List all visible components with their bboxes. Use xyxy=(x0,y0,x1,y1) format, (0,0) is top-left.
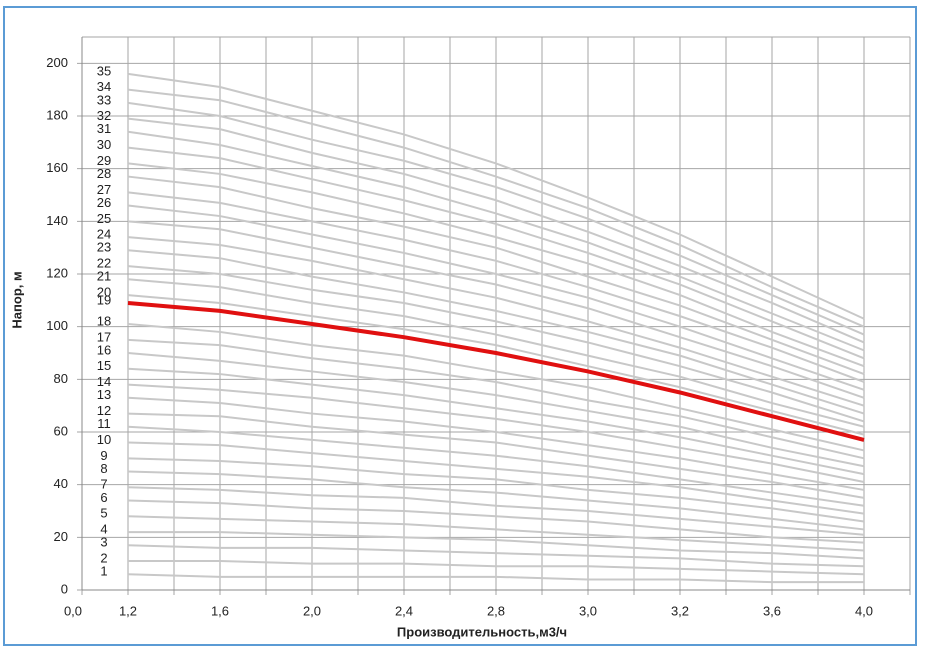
curve xyxy=(127,220,865,399)
curve-label: 23 xyxy=(97,240,111,255)
x-tick-label: 4,0 xyxy=(855,603,873,618)
curve-label: 2 xyxy=(100,550,107,565)
curve-label: 17 xyxy=(97,329,111,344)
curve xyxy=(127,367,865,476)
y-tick-label: 180 xyxy=(46,107,68,122)
curve-label: 15 xyxy=(97,358,111,373)
y-tick-label: 80 xyxy=(54,371,68,386)
curve xyxy=(127,352,865,468)
curve xyxy=(127,441,865,515)
y-tick-label: 200 xyxy=(46,55,68,70)
curve-label: 6 xyxy=(100,490,107,505)
y-tick-label: 140 xyxy=(46,213,68,228)
curve-label: 21 xyxy=(97,269,111,284)
curve xyxy=(127,204,865,391)
curve xyxy=(127,162,865,368)
curve-label: 4 xyxy=(100,522,107,537)
x-tick-label: 0,0 xyxy=(64,603,82,618)
x-axis-label: Производительность,м3/ч xyxy=(397,624,567,639)
curve-label: 14 xyxy=(97,374,111,389)
curve-label: 5 xyxy=(100,506,107,521)
curve-label: 30 xyxy=(97,137,111,152)
curve xyxy=(127,278,865,428)
curve-label: 32 xyxy=(97,108,111,123)
curve xyxy=(127,573,864,584)
curve xyxy=(127,425,865,507)
curve-label: 29 xyxy=(97,153,111,168)
curve xyxy=(127,117,865,344)
curve xyxy=(127,323,865,452)
curve-label: 9 xyxy=(100,448,107,463)
curve xyxy=(127,130,865,352)
curve xyxy=(127,236,865,407)
curve-label: 18 xyxy=(97,313,111,328)
curve xyxy=(128,560,865,576)
curve-label: 34 xyxy=(97,79,111,94)
curve xyxy=(127,191,865,383)
curve xyxy=(127,249,865,415)
curve xyxy=(127,457,865,523)
y-tick-label: 60 xyxy=(54,423,68,438)
y-axis-label: Напор, м xyxy=(9,271,24,328)
curve xyxy=(127,544,865,568)
frame xyxy=(3,6,917,646)
curve xyxy=(127,88,865,328)
curve-label: 16 xyxy=(97,342,111,357)
curve-label: 27 xyxy=(97,182,111,197)
curve xyxy=(127,338,865,460)
curve-label: 24 xyxy=(97,227,111,242)
curve-label: 7 xyxy=(100,477,107,492)
curve xyxy=(127,383,865,484)
curve-label: 25 xyxy=(97,211,111,226)
curve-label: 33 xyxy=(97,92,111,107)
curve-label: 8 xyxy=(100,461,107,476)
y-tick-label: 20 xyxy=(54,529,68,544)
y-tick-label: 160 xyxy=(46,160,68,175)
curve-label: 19 xyxy=(97,292,111,307)
y-tick-label: 40 xyxy=(54,476,68,491)
curve xyxy=(127,265,865,423)
curve xyxy=(127,72,865,320)
curve xyxy=(128,531,865,560)
curve-label: 20 xyxy=(97,285,111,300)
x-tick-label: 2,0 xyxy=(303,603,321,618)
curve-label: 28 xyxy=(97,166,111,181)
curve-label: 1 xyxy=(100,564,107,579)
curve-label: 22 xyxy=(97,256,111,271)
curve xyxy=(127,300,865,442)
curve xyxy=(127,412,865,499)
curve-label: 12 xyxy=(97,403,111,418)
x-tick-label: 1,2 xyxy=(119,603,137,618)
curve xyxy=(127,396,865,491)
x-tick-label: 2,4 xyxy=(395,603,413,618)
curve-label: 31 xyxy=(97,121,111,136)
curve xyxy=(127,146,865,360)
x-tick-label: 3,0 xyxy=(579,603,597,618)
curve-label: 13 xyxy=(97,387,111,402)
curve xyxy=(127,470,865,531)
y-tick-label: 120 xyxy=(46,265,68,280)
curve-label: 26 xyxy=(97,195,111,210)
y-tick-label: 0 xyxy=(61,581,68,596)
curve xyxy=(127,499,865,544)
x-tick-label: 3,6 xyxy=(763,603,781,618)
curve xyxy=(127,101,865,336)
curve xyxy=(127,515,865,552)
curve-label: 3 xyxy=(100,535,107,550)
x-tick-label: 1,6 xyxy=(211,603,229,618)
y-tick-label: 100 xyxy=(46,318,68,333)
curve-label: 10 xyxy=(97,432,111,447)
x-tick-label: 3,2 xyxy=(671,603,689,618)
curve xyxy=(127,175,865,376)
curve-label: 11 xyxy=(97,416,111,431)
curve xyxy=(127,294,865,436)
x-tick-label: 2,8 xyxy=(487,603,505,618)
curve-label: 35 xyxy=(97,63,111,78)
curve xyxy=(127,486,865,536)
